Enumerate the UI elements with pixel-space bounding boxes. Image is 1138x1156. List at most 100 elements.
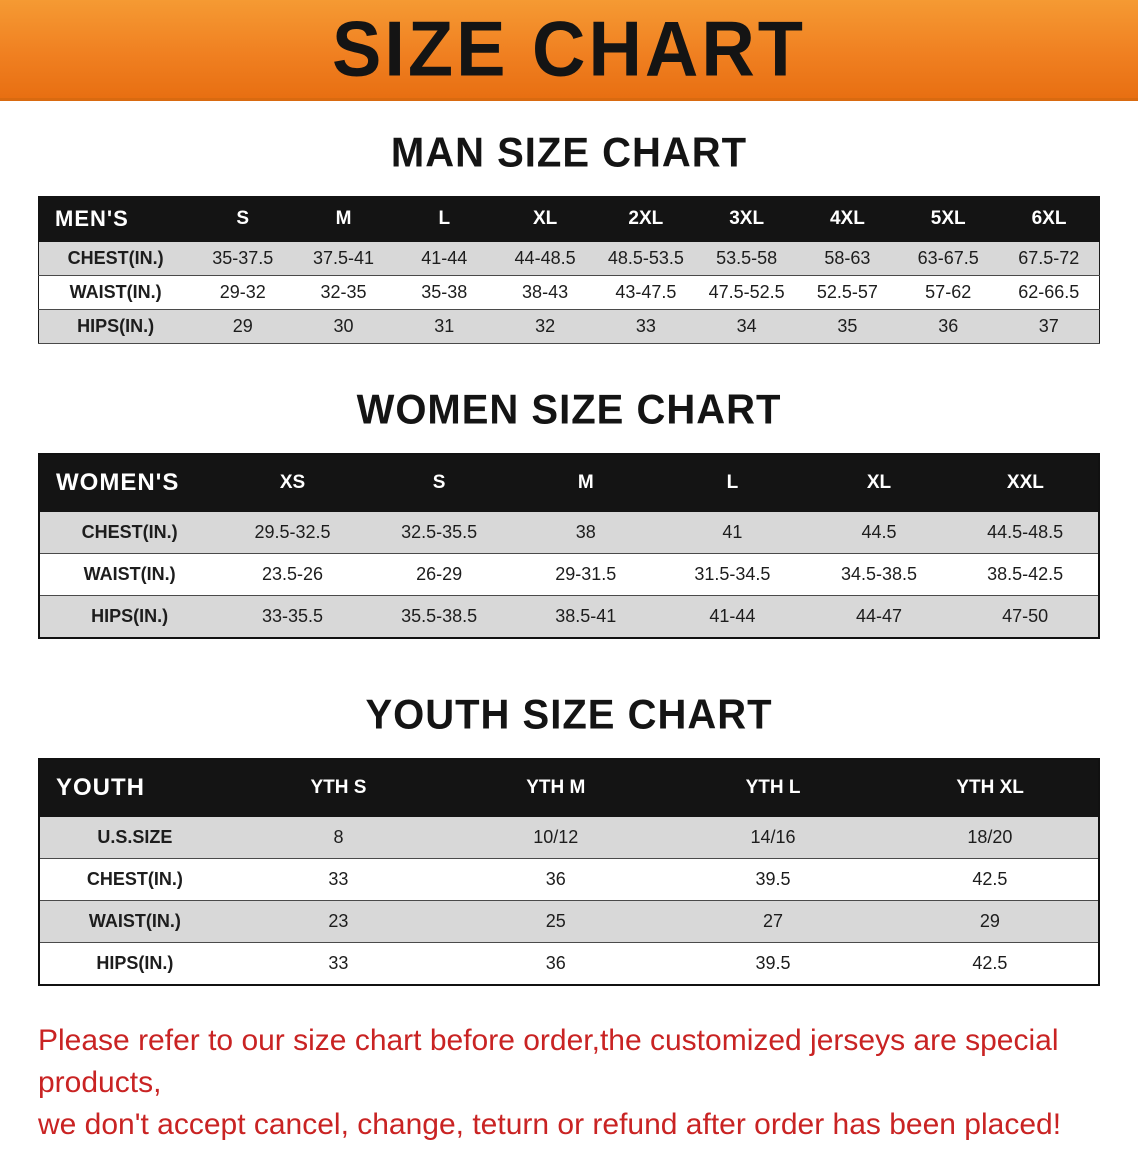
disclaimer-line-1: Please refer to our size chart before or… — [38, 1024, 1059, 1099]
size-value: 35.5-38.5 — [365, 595, 513, 639]
size-column-header: 6XL — [998, 196, 1100, 242]
row-group-header: MEN'S — [38, 196, 193, 242]
youth-size-section: YOUTH SIZE CHART YOUTH YTH S YTH M YTH L YTH… — [0, 691, 1138, 986]
size-table-row: HIPS(IN.) 29 30 31 32 33 34 35 36 37 — [38, 309, 1100, 344]
man-size-section: MAN SIZE CHART MEN'S S M L XL 2XL 3XL 4XL 5XL 6XL… — [0, 129, 1138, 344]
size-value: 30 — [293, 309, 394, 344]
size-column-header: 2XL — [594, 196, 697, 242]
size-value: 14/16 — [664, 816, 882, 859]
size-column-header: L — [393, 196, 496, 242]
size-value: 37 — [998, 309, 1100, 344]
size-value: 35 — [797, 309, 898, 344]
size-value: 57-62 — [897, 275, 999, 310]
size-column-header: S — [191, 196, 294, 242]
size-value: 35-37.5 — [192, 241, 294, 276]
size-value: 39.5 — [664, 942, 882, 986]
size-table-row: WAIST(IN.) 29-32 32-35 35-38 38-43 43-47.5 47.… — [38, 275, 1100, 310]
disclaimer-text: Please refer to our size chart before or… — [38, 1020, 1100, 1146]
measurement-label: HIPS(IN.) — [38, 309, 193, 344]
size-column-header: 4XL — [796, 196, 899, 242]
size-column-header: 5XL — [897, 196, 1000, 242]
size-value: 23 — [229, 900, 448, 943]
size-value: 52.5-57 — [797, 275, 898, 310]
size-value: 33 — [229, 858, 448, 901]
size-value: 47-50 — [952, 595, 1099, 639]
size-value: 43-47.5 — [595, 275, 697, 310]
size-value: 10/12 — [447, 816, 665, 859]
size-column-header: YTH XL — [881, 758, 1100, 817]
size-column-header: YTH L — [663, 758, 883, 817]
size-value: 41-44 — [393, 241, 495, 276]
size-value: 33-35.5 — [219, 595, 366, 639]
size-table-row: HIPS(IN.) 33-35.5 35.5-38.5 38.5-41 41-44 44-… — [39, 595, 1099, 639]
size-column-header: XS — [218, 453, 367, 512]
size-value: 8 — [229, 816, 448, 859]
size-value: 27 — [664, 900, 882, 943]
youth-size-chart-title: YOUTH SIZE CHART — [365, 691, 773, 739]
size-value: 44-48.5 — [494, 241, 596, 276]
size-value: 62-66.5 — [998, 275, 1100, 310]
size-value: 29-31.5 — [512, 553, 660, 596]
measurement-label: CHEST(IN.) — [39, 511, 220, 554]
size-value: 29 — [192, 309, 294, 344]
size-table-row: HIPS(IN.) 33 36 39.5 42.5 — [39, 942, 1099, 986]
measurement-label: CHEST(IN.) — [39, 858, 230, 901]
size-value: 33 — [595, 309, 697, 344]
size-column-header: M — [292, 196, 395, 242]
size-table-row: U.S.SIZE 8 10/12 14/16 18/20 — [39, 816, 1099, 859]
size-value: 35-38 — [393, 275, 495, 310]
size-column-header: XXL — [951, 453, 1100, 512]
size-value: 53.5-58 — [696, 241, 798, 276]
size-value: 34 — [696, 309, 798, 344]
size-column-header: YTH M — [446, 758, 665, 817]
size-value: 32.5-35.5 — [365, 511, 513, 554]
size-value: 29 — [881, 900, 1099, 943]
size-column-header: M — [511, 453, 660, 512]
table-header-row: WOMEN'S XS S M L XL XXL — [38, 453, 1100, 512]
size-column-header: L — [658, 453, 807, 512]
man-size-chart-title: MAN SIZE CHART — [390, 129, 748, 177]
size-table-row: WAIST(IN.) 23 25 27 29 — [39, 900, 1099, 943]
men-size-table: MEN'S S M L XL 2XL 3XL 4XL 5XL 6XL CHEST(IN.) 35-37… — [38, 196, 1100, 344]
measurement-label: HIPS(IN.) — [39, 942, 230, 986]
size-column-header: YTH S — [229, 758, 448, 817]
size-value: 18/20 — [881, 816, 1099, 859]
measurement-label: CHEST(IN.) — [38, 241, 193, 276]
women-size-table: WOMEN'S XS S M L XL XXL CHEST(IN.) 29.5-32.5 32.5… — [38, 453, 1100, 639]
size-value: 41-44 — [659, 595, 806, 639]
measurement-label: U.S.SIZE — [39, 816, 230, 859]
size-value: 38.5-41 — [512, 595, 660, 639]
size-value: 47.5-52.5 — [696, 275, 798, 310]
size-value: 25 — [447, 900, 665, 943]
women-size-section: WOMEN SIZE CHART WOMEN'S XS S M L XL XXL CHEST(… — [0, 387, 1138, 639]
size-chart-banner: SIZE CHART — [0, 0, 1138, 101]
size-value: 32-35 — [293, 275, 394, 310]
size-value: 34.5-38.5 — [805, 553, 953, 596]
youth-size-table: YOUTH YTH S YTH M YTH L YTH XL U.S.SIZE 8 10/12… — [38, 758, 1100, 986]
banner-title: SIZE CHART — [332, 4, 806, 93]
size-value: 44.5 — [805, 511, 953, 554]
size-value: 23.5-26 — [219, 553, 366, 596]
size-table-row: CHEST(IN.) 35-37.5 37.5-41 41-44 44-48.5 48.5… — [38, 241, 1100, 276]
size-table-row: CHEST(IN.) 33 36 39.5 42.5 — [39, 858, 1099, 901]
row-group-header: YOUTH — [38, 758, 231, 817]
measurement-label: WAIST(IN.) — [38, 275, 193, 310]
size-value: 32 — [494, 309, 596, 344]
size-value: 44-47 — [805, 595, 953, 639]
size-table-row: CHEST(IN.) 29.5-32.5 32.5-35.5 38 41 44.5 44.5… — [39, 511, 1099, 554]
table-header-row: YOUTH YTH S YTH M YTH L YTH XL — [38, 758, 1100, 817]
size-value: 31.5-34.5 — [659, 553, 806, 596]
size-value: 38-43 — [494, 275, 596, 310]
size-value: 58-63 — [797, 241, 898, 276]
size-value: 29-32 — [192, 275, 294, 310]
size-value: 42.5 — [881, 858, 1099, 901]
size-table-row: WAIST(IN.) 23.5-26 26-29 29-31.5 31.5-34.5 34… — [39, 553, 1099, 596]
disclaimer-line-2: we don't accept cancel, change, teturn o… — [38, 1108, 1062, 1141]
table-header-row: MEN'S S M L XL 2XL 3XL 4XL 5XL 6XL — [38, 196, 1100, 242]
size-column-header: S — [365, 453, 513, 512]
row-group-header: WOMEN'S — [38, 453, 220, 512]
size-value: 37.5-41 — [293, 241, 394, 276]
size-value: 36 — [447, 942, 665, 986]
size-value: 38 — [512, 511, 660, 554]
